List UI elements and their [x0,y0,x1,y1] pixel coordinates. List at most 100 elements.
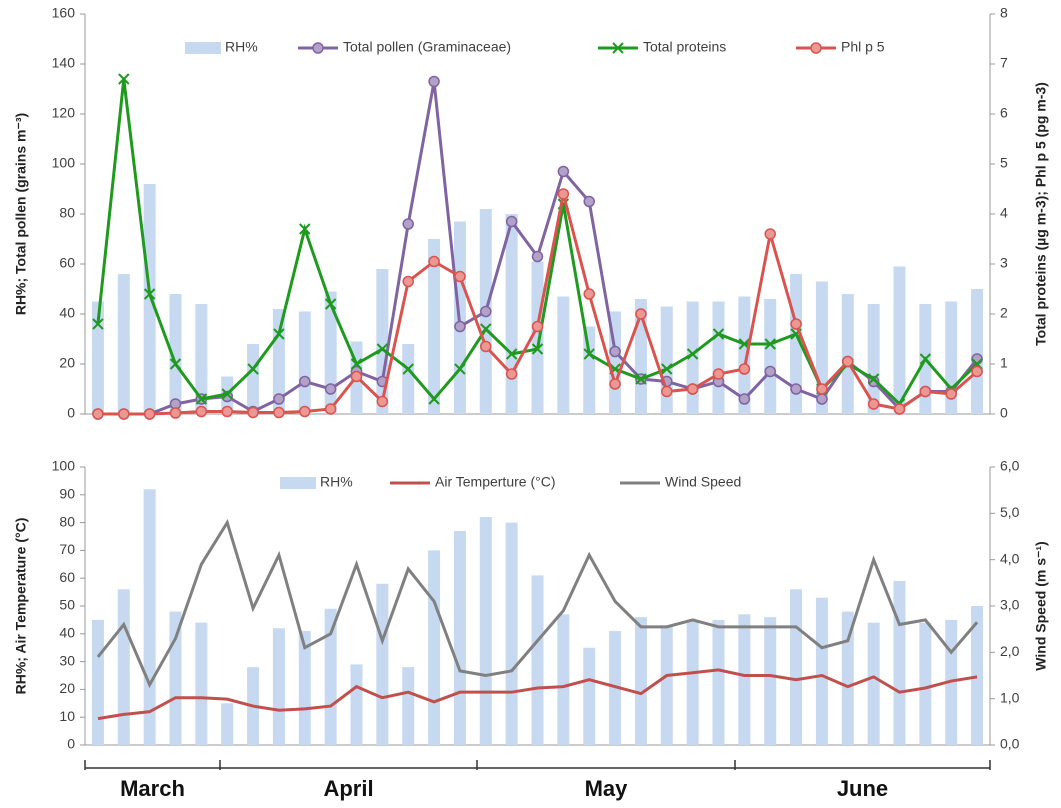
marker [324,298,337,310]
marker [583,348,595,360]
marker [480,323,492,335]
y2-tick-label: 4 [1000,205,1008,221]
bar [376,269,389,414]
month-label: May [585,776,629,801]
marker [867,398,880,410]
marker [609,345,621,358]
bar [428,239,441,414]
legend-swatch [280,477,316,489]
marker [92,318,104,330]
marker [143,288,156,300]
marker [505,368,518,380]
bar [247,344,260,414]
y-tick-label: 70 [59,541,75,557]
y-tick-label: 100 [52,458,76,474]
bar [738,296,751,414]
y2-tick-label: 6 [1000,105,1008,121]
bar [272,309,285,414]
marker [919,353,932,365]
marker [454,270,466,283]
marker [842,355,854,368]
bar [479,517,492,745]
bar [634,617,647,745]
marker [247,406,259,419]
marker [169,358,182,370]
marker [505,348,518,360]
bar [893,580,906,745]
bar [634,299,647,414]
legend-swatch [185,42,221,54]
marker [505,215,518,228]
bar [91,301,104,414]
bar [272,628,285,745]
y2-axis-label: Total proteins (µg m-3); Phl p 5 (pg m-3… [1033,82,1049,346]
marker [195,393,208,405]
marker [273,328,285,340]
legend-label: Phl p 5 [841,39,885,55]
bar [660,306,673,414]
bar [402,344,415,414]
bar [402,667,415,745]
y2-axis-label: Wind Speed (m s⁻¹) [1033,541,1049,670]
marker [531,320,544,333]
y2-tick-label: 5 [1000,155,1008,171]
marker [790,383,802,395]
bar [867,622,880,745]
bar [712,619,725,745]
bar [583,647,596,745]
y-tick-label: 50 [59,597,75,613]
marker [299,405,311,418]
bar [660,625,673,745]
y-tick-label: 80 [59,513,75,529]
y-tick-label: 60 [59,255,75,271]
marker [350,370,363,383]
marker [738,363,751,375]
y2-tick-label: 0,0 [1000,736,1020,752]
y-tick-label: 10 [59,708,75,724]
marker [893,403,906,415]
y-tick-label: 20 [59,355,75,371]
marker [583,195,595,208]
marker [816,383,828,395]
y2-tick-label: 3 [1000,255,1008,271]
bar [195,622,208,745]
marker [324,383,337,395]
marker [169,407,182,419]
bar [764,617,777,745]
y-tick-label: 60 [59,569,75,585]
legend-label: Air Temperture (°C) [435,474,555,490]
marker [350,358,363,370]
bar [169,611,182,745]
month-label: April [323,776,373,801]
marker [247,363,259,375]
y-tick-label: 80 [59,205,75,221]
bar [350,664,363,745]
marker [764,338,776,350]
bar [143,184,156,414]
marker [273,406,285,419]
marker [712,328,725,340]
legend-label: Total proteins [643,39,726,55]
marker [609,378,621,390]
y2-tick-label: 4,0 [1000,550,1020,566]
legend-swatch [612,42,624,54]
legend-label: RH% [225,39,258,55]
bar [298,631,311,745]
marker [686,383,699,395]
bar [841,294,854,414]
legend-label: Wind Speed [665,474,741,490]
bar [505,522,518,745]
bar [738,614,751,745]
marker [531,250,544,263]
y2-tick-label: 2,0 [1000,643,1020,659]
bar [91,619,104,745]
marker [790,318,802,330]
bar [557,614,570,745]
marker [221,405,233,418]
marker [428,255,440,268]
month-label: June [837,776,888,801]
marker [764,228,776,240]
marker [195,405,208,418]
marker [273,393,285,405]
